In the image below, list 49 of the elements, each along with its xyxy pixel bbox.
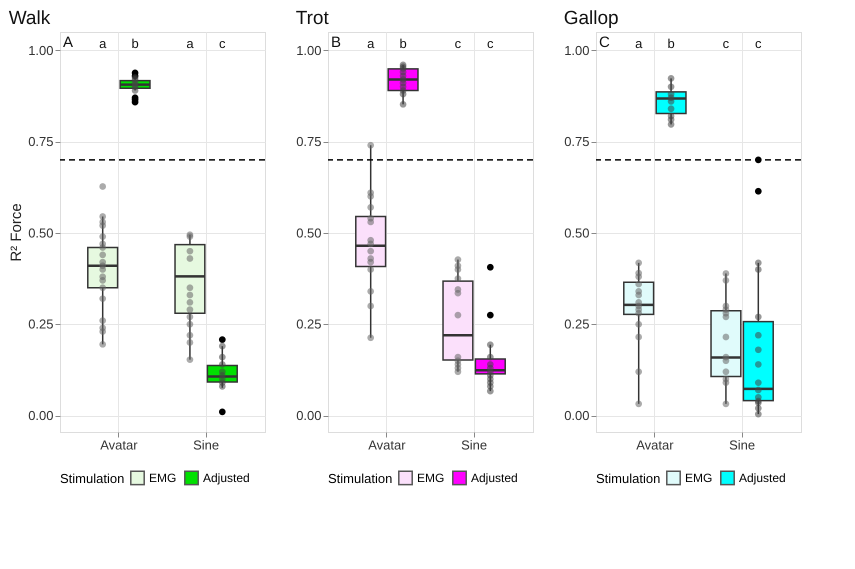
x-tick-label: Avatar (368, 438, 406, 452)
annotation: a (99, 36, 108, 51)
legend-label: EMG (685, 470, 712, 485)
annotation: b (399, 36, 407, 51)
y-tick-label: 1.00 (564, 42, 590, 58)
annotation: B (331, 34, 342, 51)
legend-title: Stimulation (596, 471, 660, 486)
chart-title: Walk (8, 8, 51, 29)
y-tick-label: 0.25 (28, 316, 54, 332)
annotation: A (63, 34, 74, 51)
y-tick-label: 1.00 (296, 42, 322, 58)
y-tick-label: 0.50 (296, 225, 322, 240)
legend-label: EMG (149, 470, 176, 485)
annotation: c (487, 36, 494, 51)
legend-title: Stimulation (328, 471, 392, 486)
annotation: a (186, 36, 194, 51)
chart-title: Trot (296, 8, 330, 29)
x-tick-label: Sine (193, 438, 220, 452)
legend-label: EMG (417, 470, 444, 485)
legend-title: Stimulation (60, 471, 124, 486)
annotation: c (755, 36, 762, 51)
legend-label: Adjusted (739, 470, 786, 485)
annotation: a (367, 36, 376, 51)
chart-title: Gallop (564, 8, 619, 29)
x-tick-label: Sine (729, 438, 756, 452)
annotation: b (667, 36, 675, 51)
y-tick-label: 0.50 (28, 225, 54, 240)
y-tick-label: 0.00 (564, 408, 590, 424)
legend-label: Adjusted (203, 470, 250, 485)
y-tick-label: 0.00 (296, 408, 322, 424)
y-axis-title: R² Force (8, 203, 26, 262)
annotation: a (635, 36, 644, 51)
y-tick-label: 0.75 (564, 134, 590, 150)
annotation: b (131, 36, 139, 51)
y-tick-label: 0.00 (28, 408, 54, 424)
y-tick-label: 0.75 (28, 134, 54, 150)
y-tick-label: 0.25 (296, 316, 322, 332)
y-tick-label: 0.75 (296, 134, 322, 150)
x-tick-label: Sine (461, 438, 488, 452)
legend-label: Adjusted (471, 470, 518, 485)
y-tick-label: 0.25 (564, 316, 590, 332)
y-tick-label: 1.00 (28, 42, 54, 58)
y-tick-label: 0.50 (564, 225, 590, 240)
annotation: c (219, 36, 226, 51)
annotation: c (454, 36, 462, 51)
annotation: C (599, 34, 610, 51)
x-tick-label: Avatar (636, 438, 674, 452)
annotation: c (722, 36, 730, 51)
x-tick-label: Avatar (100, 438, 138, 452)
